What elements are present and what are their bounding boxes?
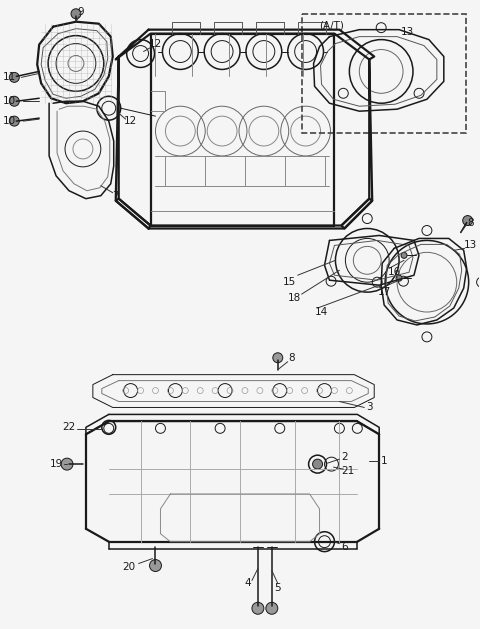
Text: 7: 7: [112, 191, 119, 201]
Text: 14: 14: [315, 307, 328, 317]
Text: 1: 1: [381, 456, 387, 466]
Text: 16: 16: [387, 267, 401, 277]
Circle shape: [71, 9, 81, 19]
Text: 12: 12: [124, 116, 137, 126]
Circle shape: [150, 560, 161, 572]
Text: 17: 17: [378, 287, 391, 297]
Circle shape: [252, 603, 264, 615]
Text: (A/T): (A/T): [320, 21, 345, 31]
Text: 8: 8: [288, 353, 295, 363]
Text: 12: 12: [149, 38, 162, 48]
Text: 2: 2: [341, 452, 348, 462]
Text: 9: 9: [78, 7, 84, 17]
Text: 13: 13: [464, 240, 477, 250]
Text: 15: 15: [283, 277, 296, 287]
Text: 21: 21: [341, 466, 354, 476]
Text: 19: 19: [49, 459, 63, 469]
Text: 8: 8: [468, 218, 474, 228]
Text: 22: 22: [62, 422, 76, 432]
Text: 10: 10: [3, 96, 16, 106]
Circle shape: [463, 216, 473, 226]
Text: 4: 4: [245, 579, 251, 589]
Circle shape: [61, 458, 73, 470]
Text: 5: 5: [275, 584, 281, 593]
Text: 11: 11: [3, 72, 16, 82]
Text: 18: 18: [288, 293, 301, 303]
Text: 10: 10: [3, 116, 16, 126]
Circle shape: [312, 459, 323, 469]
Circle shape: [396, 276, 402, 281]
Circle shape: [266, 603, 278, 615]
Circle shape: [273, 353, 283, 363]
Text: 6: 6: [341, 542, 348, 552]
Circle shape: [9, 116, 19, 126]
Text: 3: 3: [366, 403, 372, 413]
Circle shape: [401, 252, 407, 259]
Circle shape: [9, 96, 19, 106]
Text: 13: 13: [400, 26, 414, 36]
Text: 20: 20: [122, 562, 135, 572]
Circle shape: [9, 72, 19, 82]
Bar: [301, 14, 466, 133]
